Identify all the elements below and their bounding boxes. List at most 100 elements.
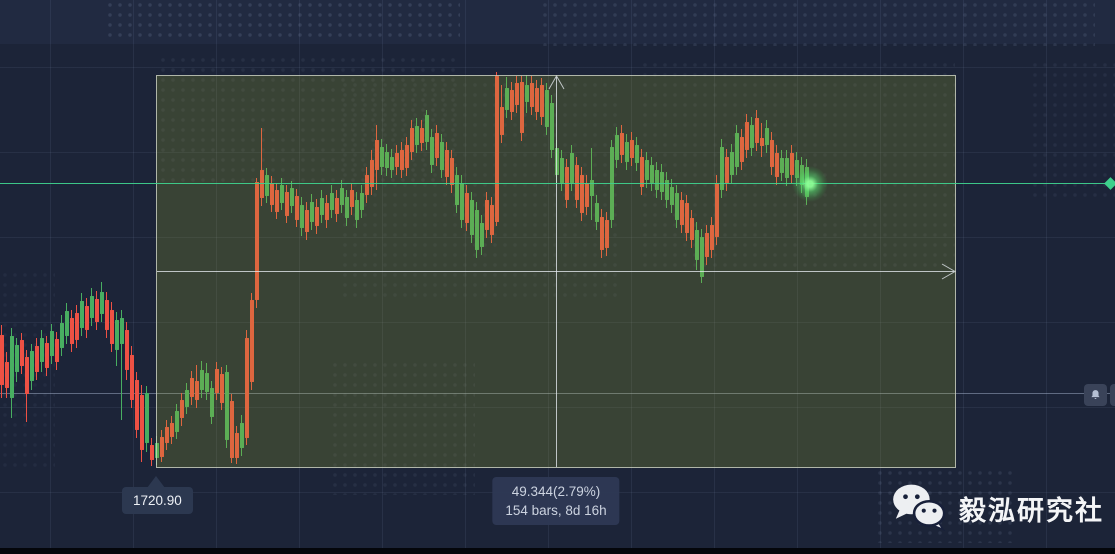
candle-body <box>260 170 264 198</box>
top-light-band <box>0 0 1115 44</box>
bell-icon <box>1091 390 1100 399</box>
alert-bell-button[interactable] <box>1084 384 1107 406</box>
candle-body <box>710 225 714 250</box>
candle-body <box>695 230 699 260</box>
price-tag-pointer <box>147 476 165 488</box>
candle-body <box>515 83 519 105</box>
candle-body <box>550 103 554 150</box>
candle-body <box>525 85 529 102</box>
candle-body <box>280 185 284 203</box>
candle-body <box>495 76 499 222</box>
candle-body <box>665 180 669 200</box>
candle-wick <box>261 128 262 206</box>
candle-body <box>640 157 644 187</box>
candle-body <box>210 388 214 417</box>
candle-body <box>425 115 429 142</box>
candle-body <box>85 306 89 330</box>
candle-body <box>395 153 399 167</box>
measure-tooltip: 49.344(2.79%) 154 bars, 8d 16h <box>492 477 620 525</box>
candle-body <box>355 200 359 220</box>
candle-body <box>5 362 9 388</box>
candle-body <box>250 300 254 382</box>
candle-body <box>10 336 14 398</box>
candle-body <box>760 138 764 146</box>
candle-body <box>285 192 289 216</box>
candle-body <box>715 183 719 237</box>
candle-body <box>445 150 449 177</box>
measure-change-text: 49.344(2.79%) <box>511 484 601 499</box>
candle-body <box>570 153 574 183</box>
watermark: 毅泓研究社 <box>891 482 1104 534</box>
candle-body <box>410 128 414 152</box>
candle-body <box>220 374 224 403</box>
candle-body <box>775 153 779 177</box>
candle-body <box>60 323 64 348</box>
candle-body <box>335 198 339 214</box>
candle-body <box>785 158 789 178</box>
candle-body <box>105 300 109 330</box>
candle-body <box>320 198 324 215</box>
candle-body <box>135 380 139 430</box>
candle-body <box>75 313 79 340</box>
candle-body <box>305 210 309 232</box>
candle-body <box>575 165 579 200</box>
candle-body <box>480 223 484 247</box>
candle-body <box>375 140 379 170</box>
candle-body <box>625 142 629 162</box>
candle-body <box>35 346 39 372</box>
candle-body <box>235 433 239 458</box>
candle-body <box>620 133 624 155</box>
candle-body <box>600 217 604 250</box>
alert-price-line[interactable] <box>0 393 1115 394</box>
candle-wick <box>121 310 122 420</box>
candle-body <box>385 152 389 168</box>
candle-body <box>795 160 799 178</box>
candle-body <box>405 145 409 168</box>
candle-body <box>670 187 674 205</box>
candle-body <box>765 128 769 145</box>
candle-body <box>265 175 269 196</box>
measure-price-range-box[interactable] <box>156 75 956 468</box>
candle-body <box>705 233 709 257</box>
current-price-line <box>0 183 1115 184</box>
dot-texture <box>540 0 1095 46</box>
candle-body <box>505 88 509 110</box>
candle-body <box>270 183 274 205</box>
candle-body <box>490 205 494 235</box>
candle-body <box>100 292 104 314</box>
candle-body <box>190 378 194 397</box>
candle-body <box>175 411 179 432</box>
candle-body <box>290 188 294 206</box>
candle-body <box>500 107 504 135</box>
candle-body <box>170 423 174 437</box>
candle-body <box>595 203 599 222</box>
candle-body <box>20 340 24 366</box>
candle-body <box>420 128 424 143</box>
candle-body <box>435 133 439 158</box>
candle-body <box>510 90 514 112</box>
dot-texture <box>330 360 475 495</box>
dot-texture <box>105 0 460 42</box>
candle-body <box>530 83 534 107</box>
candle-body <box>230 401 234 458</box>
candle-body <box>95 299 99 322</box>
candle-body <box>590 180 594 196</box>
candle-body <box>755 118 759 143</box>
candle-body <box>40 338 44 362</box>
candle-body <box>650 165 654 183</box>
candle-body <box>700 237 704 277</box>
candle-body <box>245 338 249 438</box>
candle-body <box>415 126 419 145</box>
candle-body <box>200 370 204 390</box>
candle-body <box>470 200 474 235</box>
edge-partial-button[interactable] <box>1110 384 1115 406</box>
candle-body <box>340 188 344 205</box>
candle-body <box>655 170 659 190</box>
candle-body <box>330 193 334 210</box>
candle-body <box>630 140 634 158</box>
candle-body <box>750 125 754 148</box>
dot-texture <box>340 80 620 300</box>
candle-body <box>580 175 584 213</box>
